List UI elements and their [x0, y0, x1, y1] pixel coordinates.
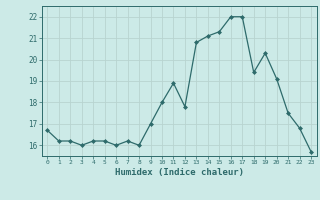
- X-axis label: Humidex (Indice chaleur): Humidex (Indice chaleur): [115, 168, 244, 177]
